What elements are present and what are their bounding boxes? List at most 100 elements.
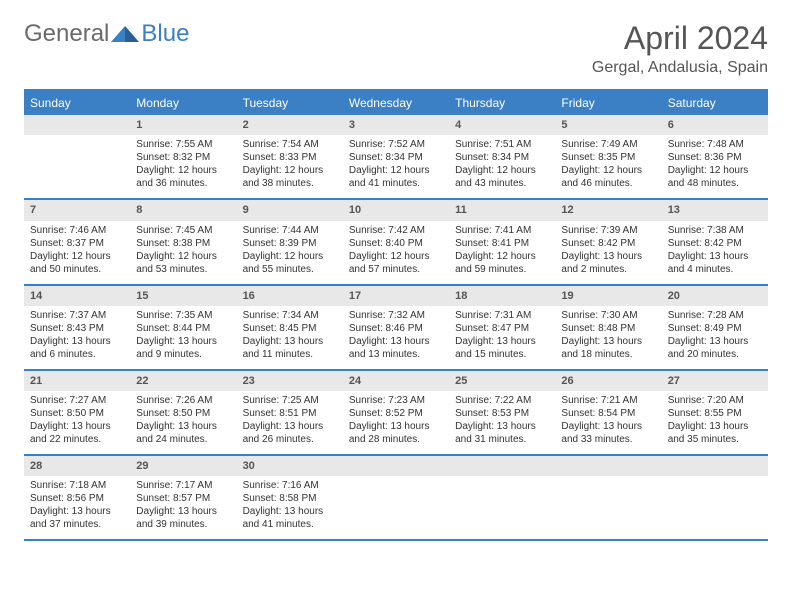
- day-cell: [449, 456, 555, 539]
- day-line: Sunrise: 7:52 AM: [349, 138, 443, 151]
- day-cell: 8Sunrise: 7:45 AMSunset: 8:38 PMDaylight…: [130, 200, 236, 283]
- day-line: Daylight: 13 hours and 13 minutes.: [349, 335, 443, 361]
- day-line: Sunset: 8:45 PM: [243, 322, 337, 335]
- day-line: Sunrise: 7:30 AM: [561, 309, 655, 322]
- day-body: Sunrise: 7:30 AMSunset: 8:48 PMDaylight:…: [555, 306, 661, 369]
- day-line: Sunrise: 7:23 AM: [349, 394, 443, 407]
- day-number: 3: [343, 115, 449, 135]
- day-body: Sunrise: 7:35 AMSunset: 8:44 PMDaylight:…: [130, 306, 236, 369]
- title-block: April 2024 Gergal, Andalusia, Spain: [592, 20, 768, 77]
- day-line: Daylight: 13 hours and 35 minutes.: [668, 420, 762, 446]
- day-line: Sunrise: 7:21 AM: [561, 394, 655, 407]
- day-cell: 18Sunrise: 7:31 AMSunset: 8:47 PMDayligh…: [449, 286, 555, 369]
- dow-header: Wednesday: [343, 91, 449, 115]
- day-line: Sunset: 8:41 PM: [455, 237, 549, 250]
- day-cell: [343, 456, 449, 539]
- day-line: Daylight: 12 hours and 38 minutes.: [243, 164, 337, 190]
- day-line: Daylight: 12 hours and 46 minutes.: [561, 164, 655, 190]
- day-number: [449, 456, 555, 476]
- day-cell: 29Sunrise: 7:17 AMSunset: 8:57 PMDayligh…: [130, 456, 236, 539]
- day-number: 9: [237, 200, 343, 220]
- day-line: Sunrise: 7:51 AM: [455, 138, 549, 151]
- day-number: 16: [237, 286, 343, 306]
- day-line: Sunset: 8:57 PM: [136, 492, 230, 505]
- day-cell: [24, 115, 130, 198]
- day-line: Daylight: 12 hours and 57 minutes.: [349, 250, 443, 276]
- day-line: Sunset: 8:43 PM: [30, 322, 124, 335]
- day-line: Sunset: 8:36 PM: [668, 151, 762, 164]
- day-body: Sunrise: 7:27 AMSunset: 8:50 PMDaylight:…: [24, 391, 130, 454]
- day-number: 27: [662, 371, 768, 391]
- day-line: Daylight: 13 hours and 18 minutes.: [561, 335, 655, 361]
- day-body: Sunrise: 7:48 AMSunset: 8:36 PMDaylight:…: [662, 135, 768, 198]
- day-line: Sunset: 8:48 PM: [561, 322, 655, 335]
- day-line: Sunrise: 7:48 AM: [668, 138, 762, 151]
- day-number: 28: [24, 456, 130, 476]
- dow-header: Tuesday: [237, 91, 343, 115]
- day-cell: 15Sunrise: 7:35 AMSunset: 8:44 PMDayligh…: [130, 286, 236, 369]
- day-line: Sunrise: 7:42 AM: [349, 224, 443, 237]
- day-number: 17: [343, 286, 449, 306]
- day-cell: 9Sunrise: 7:44 AMSunset: 8:39 PMDaylight…: [237, 200, 343, 283]
- day-cell: 27Sunrise: 7:20 AMSunset: 8:55 PMDayligh…: [662, 371, 768, 454]
- day-cell: 1Sunrise: 7:55 AMSunset: 8:32 PMDaylight…: [130, 115, 236, 198]
- day-line: Sunset: 8:47 PM: [455, 322, 549, 335]
- day-number: 29: [130, 456, 236, 476]
- day-cell: 12Sunrise: 7:39 AMSunset: 8:42 PMDayligh…: [555, 200, 661, 283]
- day-line: Sunrise: 7:16 AM: [243, 479, 337, 492]
- day-body: Sunrise: 7:49 AMSunset: 8:35 PMDaylight:…: [555, 135, 661, 198]
- day-number: 12: [555, 200, 661, 220]
- day-line: Sunrise: 7:44 AM: [243, 224, 337, 237]
- day-cell: 24Sunrise: 7:23 AMSunset: 8:52 PMDayligh…: [343, 371, 449, 454]
- day-line: Daylight: 13 hours and 33 minutes.: [561, 420, 655, 446]
- day-line: Daylight: 13 hours and 4 minutes.: [668, 250, 762, 276]
- day-body: Sunrise: 7:38 AMSunset: 8:42 PMDaylight:…: [662, 221, 768, 284]
- day-line: Daylight: 13 hours and 11 minutes.: [243, 335, 337, 361]
- day-line: Sunset: 8:52 PM: [349, 407, 443, 420]
- day-number: 23: [237, 371, 343, 391]
- day-line: Sunset: 8:54 PM: [561, 407, 655, 420]
- day-number: 2: [237, 115, 343, 135]
- day-line: Daylight: 12 hours and 48 minutes.: [668, 164, 762, 190]
- dow-header: Sunday: [24, 91, 130, 115]
- day-cell: 22Sunrise: 7:26 AMSunset: 8:50 PMDayligh…: [130, 371, 236, 454]
- day-cell: 16 Sunrise: 7:34 AMSunset: 8:45 PMDayligh…: [237, 286, 343, 369]
- dow-row: SundayMondayTuesdayWednesdayThursdayFrid…: [24, 91, 768, 115]
- day-line: Daylight: 12 hours and 59 minutes.: [455, 250, 549, 276]
- day-body: Sunrise: 7:18 AMSunset: 8:56 PMDaylight:…: [24, 476, 130, 539]
- day-cell: 4Sunrise: 7:51 AMSunset: 8:34 PMDaylight…: [449, 115, 555, 198]
- day-line: Sunset: 8:55 PM: [668, 407, 762, 420]
- day-line: Sunset: 8:58 PM: [243, 492, 337, 505]
- day-body: Sunrise: 7:31 AMSunset: 8:47 PMDaylight:…: [449, 306, 555, 369]
- day-line: Sunrise: 7:26 AM: [136, 394, 230, 407]
- day-cell: 20Sunrise: 7:28 AMSunset: 8:49 PMDayligh…: [662, 286, 768, 369]
- day-line: Sunset: 8:38 PM: [136, 237, 230, 250]
- day-cell: 30Sunrise: 7:16 AMSunset: 8:58 PMDayligh…: [237, 456, 343, 539]
- day-number: 30: [237, 456, 343, 476]
- day-number: 24: [343, 371, 449, 391]
- day-line: Daylight: 12 hours and 43 minutes.: [455, 164, 549, 190]
- day-number: [555, 456, 661, 476]
- day-line: Sunset: 8:35 PM: [561, 151, 655, 164]
- day-line: Sunset: 8:40 PM: [349, 237, 443, 250]
- day-body: [449, 476, 555, 534]
- day-number: 13: [662, 200, 768, 220]
- day-number: 14: [24, 286, 130, 306]
- day-number: 10: [343, 200, 449, 220]
- day-cell: 11Sunrise: 7:41 AMSunset: 8:41 PMDayligh…: [449, 200, 555, 283]
- day-body: Sunrise: 7:16 AMSunset: 8:58 PMDaylight:…: [237, 476, 343, 539]
- day-line: Sunrise: 7:49 AM: [561, 138, 655, 151]
- day-line: Sunset: 8:46 PM: [349, 322, 443, 335]
- day-number: 7: [24, 200, 130, 220]
- day-body: [555, 476, 661, 534]
- day-number: 8: [130, 200, 236, 220]
- day-number: 25: [449, 371, 555, 391]
- day-body: [343, 476, 449, 534]
- day-body: Sunrise: 7:26 AMSunset: 8:50 PMDaylight:…: [130, 391, 236, 454]
- day-body: Sunrise: 7:28 AMSunset: 8:49 PMDaylight:…: [662, 306, 768, 369]
- week-row: 14Sunrise: 7:37 AMSunset: 8:43 PMDayligh…: [24, 286, 768, 371]
- day-cell: 25Sunrise: 7:22 AMSunset: 8:53 PMDayligh…: [449, 371, 555, 454]
- day-number: [662, 456, 768, 476]
- day-number: 4: [449, 115, 555, 135]
- day-line: Sunrise: 7:34 AM: [243, 309, 337, 322]
